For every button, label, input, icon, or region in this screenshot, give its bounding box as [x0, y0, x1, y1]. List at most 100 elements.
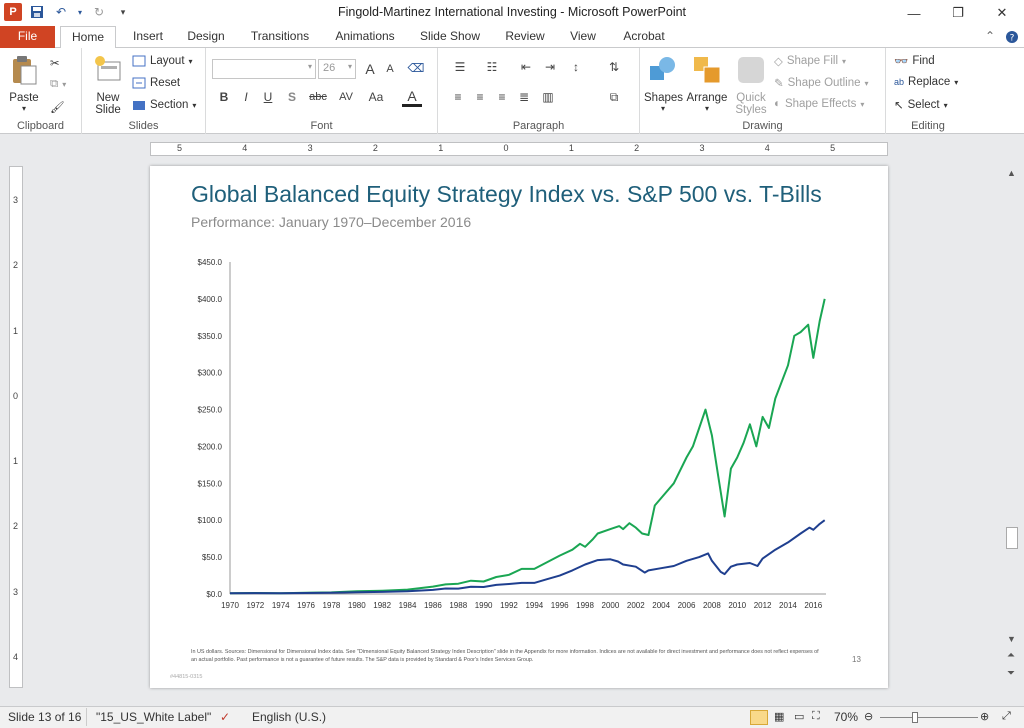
tab-design[interactable]: Design	[187, 29, 225, 43]
shapes-button[interactable]: Shapes ▾	[644, 54, 683, 113]
underline-button[interactable]: U	[263, 90, 273, 104]
copy-button[interactable]: ⧉ ▾	[50, 78, 67, 90]
reading-view-icon[interactable]: ▭	[794, 711, 805, 723]
italic-button[interactable]: I	[244, 90, 248, 104]
align-left-icon[interactable]: ≡	[454, 90, 462, 104]
scroll-thumb[interactable]	[1006, 527, 1018, 549]
tab-insert[interactable]: Insert	[132, 29, 163, 43]
scroll-up-icon[interactable]: ▲	[1007, 168, 1016, 178]
x-tick-label: 1994	[525, 601, 543, 610]
help-icon[interactable]: ?	[1002, 26, 1022, 48]
tab-review[interactable]: Review	[505, 29, 545, 43]
character-spacing-button[interactable]: AV	[339, 91, 353, 103]
tab-view[interactable]: View	[570, 29, 596, 43]
replace-button[interactable]: ab Replace ▾	[894, 76, 959, 88]
justify-icon[interactable]: ≣	[518, 90, 530, 104]
increase-indent-icon[interactable]: ⇥	[544, 60, 556, 74]
smartart-icon[interactable]: ⧉	[609, 90, 619, 104]
restore-button[interactable]: ❐	[952, 5, 964, 20]
vertical-scrollbar[interactable]: ▲ ▼ ⏶ ⏷	[1004, 166, 1020, 696]
paste-button[interactable]: Paste ▾	[6, 54, 42, 113]
slide-canvas[interactable]: Global Balanced Equity Strategy Index vs…	[150, 166, 888, 688]
tab-transitions[interactable]: Transitions	[250, 29, 310, 43]
undo-dropdown-icon[interactable]: ▾	[77, 7, 82, 17]
redo-icon[interactable]: ↻	[93, 5, 105, 19]
ribbon-tab-bar: File Home Insert Design Transitions Anim…	[0, 26, 1024, 49]
section-button[interactable]: Section ▾	[132, 98, 196, 112]
zoom-slider[interactable]	[880, 712, 978, 723]
font-group: ▾ 26 ▾ A A ⌫ B I U S abc AV Aa A Font	[206, 48, 438, 134]
zoom-out-icon[interactable]: ⊖	[864, 711, 874, 723]
text-direction-icon[interactable]: ⇅	[608, 60, 620, 74]
powerpoint-logo-icon[interactable]: P	[4, 3, 22, 21]
tab-acrobat[interactable]: Acrobat	[623, 29, 665, 43]
arrange-button[interactable]: Arrange ▾	[686, 54, 728, 113]
slideshow-view-icon[interactable]: ⛶	[812, 710, 820, 722]
format-painter-button[interactable]: 🖌	[50, 100, 65, 114]
undo-icon[interactable]: ↶	[55, 5, 67, 19]
customize-qat-icon[interactable]: ▾	[120, 6, 126, 17]
x-tick-label: 2006	[678, 601, 696, 610]
save-icon[interactable]	[28, 3, 46, 21]
zoom-slider-thumb[interactable]	[912, 712, 918, 723]
minimize-ribbon-icon[interactable]: ⌃	[984, 29, 996, 43]
strikethrough-button[interactable]: abc	[309, 91, 327, 103]
line-spacing-icon[interactable]: ↕	[573, 60, 579, 74]
bold-button[interactable]: B	[219, 90, 229, 104]
font-name-box[interactable]: ▾	[212, 59, 316, 79]
columns-icon[interactable]: ▥	[542, 90, 554, 104]
reset-button[interactable]: Reset	[132, 76, 180, 90]
drawing-group: Shapes ▾ Arrange ▾ Quick Styles ◇ Shape Fill…	[640, 48, 886, 134]
ruler-v-label: 2	[13, 521, 19, 532]
zoom-level[interactable]: 70%	[834, 710, 859, 724]
slide-subtitle[interactable]: Performance: January 1970–December 2016	[191, 214, 472, 230]
grow-font-button[interactable]: A	[365, 61, 375, 77]
theme-name[interactable]: "15_US_White Label"	[96, 710, 212, 724]
shadow-button[interactable]: S	[287, 90, 296, 104]
arrange-icon	[694, 57, 721, 84]
new-slide-button[interactable]: New Slide	[88, 54, 128, 116]
cursor-icon: ↖	[894, 100, 904, 112]
previous-slide-icon[interactable]: ⏶	[1007, 650, 1015, 661]
bullets-icon[interactable]: ☰	[454, 60, 466, 74]
change-case-button[interactable]: Aa	[368, 90, 384, 104]
paint-bucket-icon: ◇	[774, 56, 783, 68]
shrink-font-button[interactable]: A	[386, 63, 394, 75]
clear-formatting-icon[interactable]: ⌫	[407, 61, 425, 75]
font-size-box[interactable]: 26 ▾	[318, 59, 356, 79]
tab-slide-show[interactable]: Slide Show	[419, 29, 481, 43]
layout-button[interactable]: Layout ▾	[132, 54, 193, 68]
shape-fill-button[interactable]: ◇ Shape Fill ▾	[774, 55, 847, 68]
quick-styles-button[interactable]: Quick Styles	[732, 54, 770, 116]
shape-outline-button[interactable]: ✎ Shape Outline ▾	[774, 77, 869, 90]
fit-to-window-icon[interactable]: ⤢	[1002, 710, 1011, 722]
shape-effects-button[interactable]: ◐ Shape Effects ▾	[774, 98, 865, 110]
language-indicator[interactable]: English (U.S.)	[252, 710, 327, 724]
scroll-down-icon[interactable]: ▼	[1007, 634, 1016, 644]
decrease-indent-icon[interactable]: ⇤	[520, 60, 532, 74]
find-button[interactable]: 👓 Find	[894, 55, 935, 68]
next-slide-icon[interactable]: ⏷	[1007, 668, 1015, 679]
x-tick-label: 2010	[728, 601, 746, 610]
slide-footnote[interactable]: In US dollars. Sources: Dimensional for …	[191, 649, 819, 663]
proofing-icon[interactable]: ✓	[220, 710, 231, 724]
performance-chart[interactable]: $450.0 $400.0 $350.0 $300.0 $250.0 $200.0 $150…	[150, 166, 888, 636]
close-button[interactable]: ✕	[996, 5, 1008, 20]
align-right-icon[interactable]: ≡	[498, 90, 506, 104]
slides-label: Slides	[128, 120, 159, 132]
minimize-button[interactable]: —	[907, 5, 921, 21]
cut-button[interactable]: ✂	[50, 56, 60, 70]
new-slide-label: New Slide	[95, 92, 121, 116]
x-tick-label: 1974	[272, 601, 290, 610]
slide-title[interactable]: Global Balanced Equity Strategy Index vs…	[191, 181, 822, 207]
slide-sorter-icon[interactable]: ▦	[774, 711, 785, 723]
align-center-icon[interactable]: ≡	[476, 90, 484, 104]
tab-file[interactable]: File	[0, 26, 55, 48]
tab-animations[interactable]: Animations	[335, 29, 395, 43]
normal-view-icon[interactable]	[750, 710, 768, 725]
select-button[interactable]: ↖ Select ▾	[894, 99, 948, 112]
zoom-in-icon[interactable]: ⊕	[980, 711, 990, 723]
tab-home[interactable]: Home	[60, 26, 116, 49]
font-color-button[interactable]: A	[402, 88, 422, 107]
numbering-icon[interactable]: ☷	[486, 60, 498, 74]
